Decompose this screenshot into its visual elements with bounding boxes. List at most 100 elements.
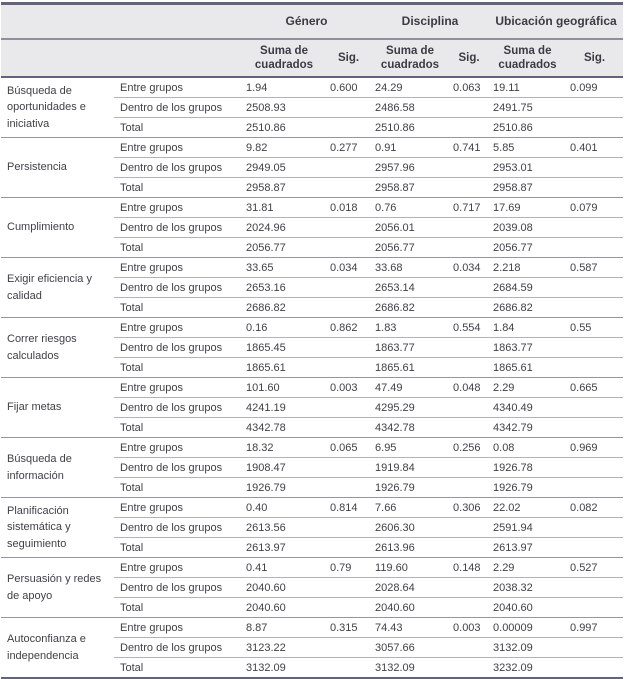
sig-value: 0.034: [449, 257, 490, 279]
sig-value: [566, 117, 624, 139]
group-total-row: Total 2958.87 2958.87 2958.87: [1, 177, 624, 199]
sum-of-squares-value: 2686.82: [371, 297, 450, 319]
variance-source-label: Total: [114, 537, 242, 559]
sum-of-squares-value: 2613.56: [242, 517, 326, 539]
sig-value: [326, 657, 372, 679]
sig-value: 0.003: [326, 377, 372, 399]
sig-value: [326, 637, 372, 659]
sum-of-squares-value: 0.76: [371, 197, 450, 219]
variance-source-label: Dentro de los grupos: [114, 637, 242, 659]
sig-value: [566, 217, 624, 239]
sum-of-squares-value: 1865.61: [242, 357, 326, 379]
sig-value: [449, 337, 490, 359]
sig-value: [566, 657, 624, 679]
table-row: Persuasión y redes de apoyo Entre grupos 0…: [1, 557, 624, 619]
sig-value: 0.665: [566, 377, 624, 399]
group-total-row: Total 1926.79 1926.79 1926.79: [1, 477, 624, 499]
sum-of-squares-value: 2040.60: [489, 597, 567, 619]
sig-value: 0.79: [326, 557, 372, 579]
sig-value: [566, 477, 624, 499]
variance-source-label: Dentro de los grupos: [114, 97, 242, 119]
sum-of-squares-value: 2686.82: [489, 297, 567, 319]
table-row: Dentro de los grupos 2613.56 2606.30 2591.9…: [1, 517, 624, 539]
sig-value: 0.034: [326, 257, 372, 279]
variance-source-label: Total: [114, 597, 242, 619]
sig-value: [449, 577, 490, 599]
sum-of-squares-value: 2953.01: [489, 157, 567, 179]
variance-source-label: Dentro de los grupos: [114, 337, 242, 359]
table-row: Persistencia Entre grupos 9.82 0.277 0.91 0.7…: [1, 137, 624, 199]
sum-of-squares-value: 1926.78: [489, 457, 567, 479]
sig-value: 0.600: [326, 77, 372, 99]
header-sig-ubicacion: Sig.: [566, 39, 624, 79]
header-row-measures: Suma de cuadrados Sig. Suma de cuadrados…: [1, 39, 624, 79]
sum-of-squares-value: 33.65: [242, 257, 326, 279]
sig-value: [326, 517, 372, 539]
category-label: Correr riesgos calculados: [1, 317, 114, 379]
sum-of-squares-value: 0.91: [371, 137, 450, 159]
sig-value: [326, 457, 372, 479]
variance-source-label: Entre grupos: [114, 77, 242, 99]
group-total-row: Total 2510.86 2510.86 2510.86: [1, 117, 624, 139]
sum-of-squares-value: 2613.96: [371, 537, 450, 559]
table-row: Dentro de los grupos 2653.16 2653.14 2684.5…: [1, 277, 624, 299]
table-header: Género Disciplina Ubicación geográfica S…: [1, 3, 624, 79]
sum-of-squares-value: 2039.08: [489, 217, 567, 239]
sum-of-squares-value: 2056.77: [371, 237, 450, 259]
sum-of-squares-value: 1926.79: [489, 477, 567, 499]
table-row: Fijar metas Entre grupos 101.60 0.003 47.49 0…: [1, 377, 624, 439]
table-row: Planificación sistemática y seguimiento E…: [1, 497, 624, 559]
sig-value: 0.554: [449, 317, 490, 339]
sum-of-squares-value: 1863.77: [489, 337, 567, 359]
group-total-row: Total 2040.60 2040.60 2040.60: [1, 597, 624, 619]
sig-value: [326, 297, 372, 319]
variance-source-label: Dentro de los grupos: [114, 397, 242, 419]
table-row: Dentro de los grupos 2024.96 2056.01 2039.0…: [1, 217, 624, 239]
variance-source-label: Total: [114, 477, 242, 499]
sum-of-squares-value: 2.218: [489, 257, 567, 279]
variance-source-label: Dentro de los grupos: [114, 157, 242, 179]
group-total-row: Total 2056.77 2056.77 2056.77: [1, 237, 624, 259]
sig-value: 0.741: [449, 137, 490, 159]
variance-source-label: Entre grupos: [114, 617, 242, 639]
sig-value: 0.587: [566, 257, 624, 279]
sig-value: 0.063: [449, 77, 490, 99]
sum-of-squares-value: 3132.09: [242, 657, 326, 679]
sig-value: [449, 417, 490, 439]
header-suma-cuadrados-ubicacion: Suma de cuadrados: [489, 39, 567, 79]
sig-value: [566, 457, 624, 479]
sig-value: [326, 237, 372, 259]
category-label: Persistencia: [1, 137, 114, 199]
variance-source-label: Entre grupos: [114, 497, 242, 519]
sig-value: [449, 177, 490, 199]
sum-of-squares-value: 3132.09: [371, 657, 450, 679]
table-row: Búsqueda de información Entre grupos 18.32…: [1, 437, 624, 499]
sig-value: [566, 277, 624, 299]
sum-of-squares-value: 0.08: [489, 437, 567, 459]
sum-of-squares-value: 2040.60: [371, 597, 450, 619]
sig-value: 0.527: [566, 557, 624, 579]
header-ubicacion-geografica: Ubicación geográfica: [489, 3, 624, 40]
variance-source-label: Total: [114, 237, 242, 259]
sig-value: [449, 517, 490, 539]
sum-of-squares-value: 119.60: [371, 557, 450, 579]
sum-of-squares-value: 18.32: [242, 437, 326, 459]
variance-source-label: Entre grupos: [114, 437, 242, 459]
sum-of-squares-value: 2958.87: [242, 177, 326, 199]
sig-value: [566, 157, 624, 179]
sum-of-squares-value: 2958.87: [371, 177, 450, 199]
table-row: Autoconfianza e independencia Entre grupo…: [1, 617, 624, 679]
header-suma-cuadrados-genero: Suma de cuadrados: [242, 39, 326, 79]
variance-source-label: Entre grupos: [114, 257, 242, 279]
sig-value: 0.997: [566, 617, 624, 639]
sum-of-squares-value: 2510.86: [371, 117, 450, 139]
sig-value: [449, 297, 490, 319]
category-label: Búsqueda de información: [1, 437, 114, 499]
variance-source-label: Total: [114, 657, 242, 679]
sum-of-squares-value: 2510.86: [489, 117, 567, 139]
sum-of-squares-value: 2.29: [489, 557, 567, 579]
sig-value: 0.814: [326, 497, 372, 519]
header-sig-disciplina: Sig.: [449, 39, 490, 79]
sig-value: [326, 177, 372, 199]
